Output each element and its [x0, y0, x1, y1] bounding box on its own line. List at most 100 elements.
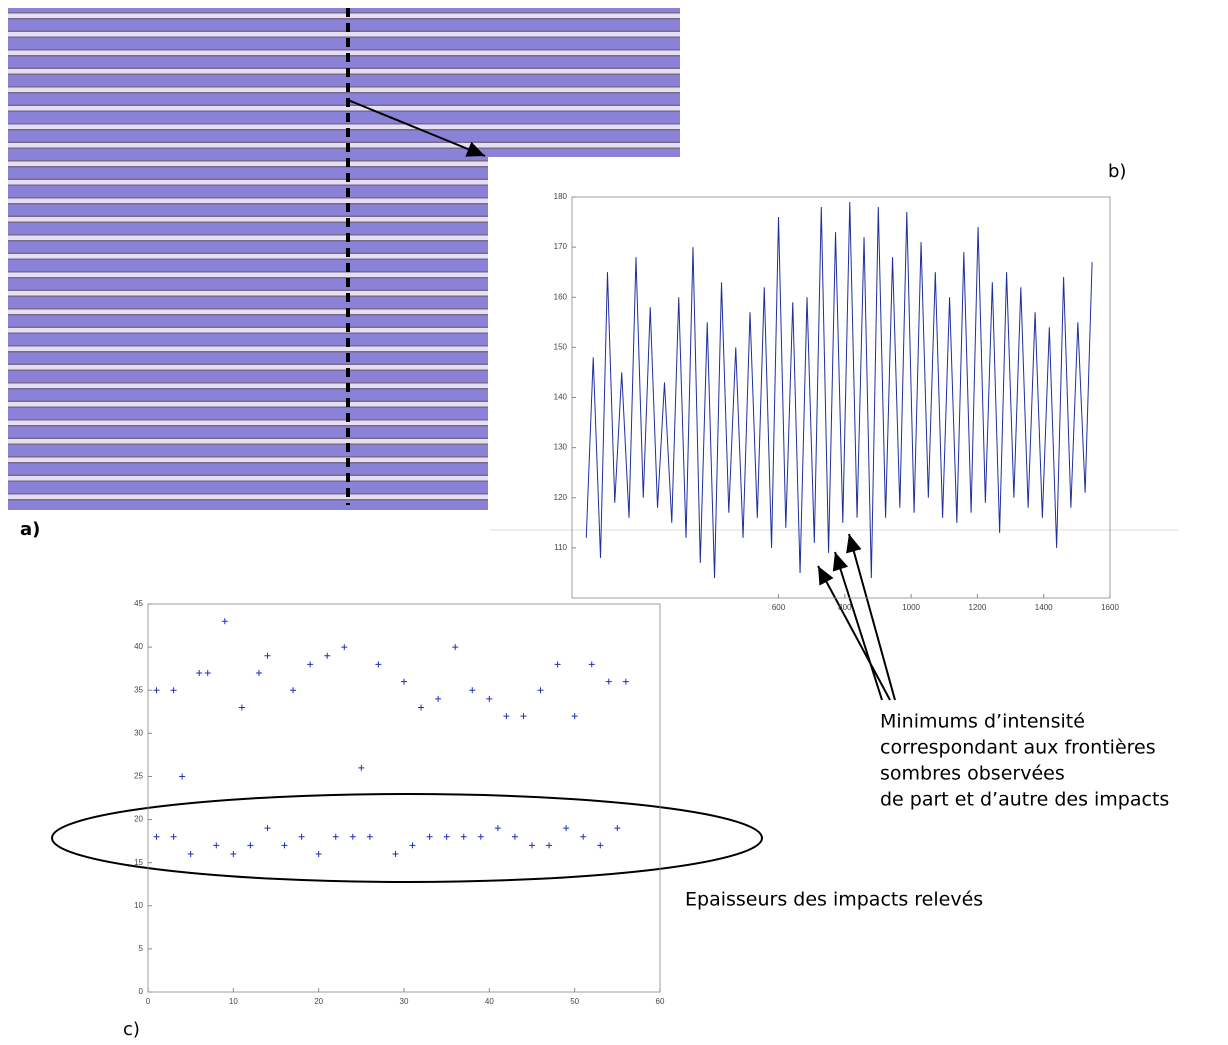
point: [511, 833, 518, 840]
plot-area: [571, 196, 1111, 599]
x-tick-label: 1600: [1101, 603, 1119, 612]
point: [170, 833, 177, 840]
annotation: de part et d’autre des impacts: [880, 789, 1169, 811]
point: [153, 687, 160, 694]
point: [196, 669, 203, 676]
highlight-ellipse: [51, 793, 763, 883]
point: [315, 851, 322, 858]
point: [443, 833, 450, 840]
point: [332, 833, 339, 840]
point: [375, 661, 382, 668]
point: [238, 704, 245, 711]
y-tick-label: 120: [554, 493, 568, 502]
y-tick-label: 0: [139, 987, 144, 996]
x-tick-label: 40: [485, 997, 494, 1006]
panel-label: c): [123, 1019, 140, 1040]
point: [494, 825, 501, 832]
annotation: correspondant aux frontières: [880, 737, 1156, 759]
micrograph: [8, 8, 680, 510]
point: [290, 687, 297, 694]
y-tick-label: 10: [134, 901, 143, 910]
y-tick-label: 180: [554, 192, 568, 201]
arrow: [347, 99, 486, 157]
point: [537, 687, 544, 694]
point: [358, 764, 365, 771]
y-tick-label: 140: [554, 393, 568, 402]
x-tick-label: 600: [772, 603, 786, 612]
point: [554, 661, 561, 668]
point: [460, 833, 467, 840]
point: [426, 833, 433, 840]
point: [622, 678, 629, 685]
y-tick-label: 150: [554, 342, 568, 351]
point: [255, 669, 262, 676]
intensity-line: [585, 202, 1093, 578]
point: [503, 713, 510, 720]
point: [349, 833, 356, 840]
point: [435, 695, 442, 702]
y-tick-label: 20: [134, 815, 143, 824]
x-tick-label: 10: [229, 997, 238, 1006]
point: [179, 773, 186, 780]
y-tick-label: 25: [134, 772, 143, 781]
point: [597, 842, 604, 849]
annotation: sombres observées: [880, 763, 1065, 785]
point: [153, 833, 160, 840]
point: [298, 833, 305, 840]
y-tick-label: 160: [554, 292, 568, 301]
y-tick-label: 5: [139, 944, 144, 953]
point: [486, 695, 493, 702]
point: [409, 842, 416, 849]
y-tick-label: 110: [554, 543, 567, 552]
point: [614, 825, 621, 832]
x-tick-label: 30: [400, 997, 409, 1006]
y-tick-label: 130: [554, 443, 568, 452]
point: [170, 687, 177, 694]
y-tick-label: 35: [134, 685, 143, 694]
point: [221, 618, 228, 625]
point: [187, 851, 194, 858]
point: [341, 644, 348, 651]
point: [307, 661, 314, 668]
point: [204, 669, 211, 676]
x-tick-label: 1200: [969, 603, 987, 612]
panel-label: b): [1108, 161, 1126, 182]
point: [230, 851, 237, 858]
x-tick-label: 800: [838, 603, 852, 612]
point: [281, 842, 288, 849]
point: [264, 652, 271, 659]
y-tick-label: 40: [134, 642, 143, 651]
point: [324, 652, 331, 659]
x-tick-label: 20: [314, 997, 323, 1006]
point: [563, 825, 570, 832]
point: [520, 713, 527, 720]
point: [418, 704, 425, 711]
panel-label: a): [20, 519, 40, 540]
annotation: Minimums d’intensité: [880, 711, 1085, 733]
point: [366, 833, 373, 840]
point: [571, 713, 578, 720]
plot-area: [147, 603, 661, 993]
point: [605, 678, 612, 685]
point: [392, 851, 399, 858]
point: [529, 842, 535, 849]
x-tick-label: 60: [656, 997, 665, 1006]
point: [546, 842, 553, 849]
x-tick-label: 1400: [1035, 603, 1053, 612]
point: [401, 678, 407, 685]
y-tick-label: 170: [554, 242, 568, 251]
arrow: [817, 565, 891, 701]
y-tick-label: 15: [134, 858, 143, 867]
point: [580, 833, 587, 840]
y-tick-label: 30: [134, 728, 143, 737]
x-tick-label: 50: [570, 997, 579, 1006]
arrow: [846, 533, 896, 701]
y-tick-label: 45: [134, 599, 143, 608]
arrow: [832, 551, 883, 701]
point: [477, 833, 484, 840]
point: [264, 825, 271, 832]
point: [247, 842, 254, 849]
point: [452, 644, 459, 651]
